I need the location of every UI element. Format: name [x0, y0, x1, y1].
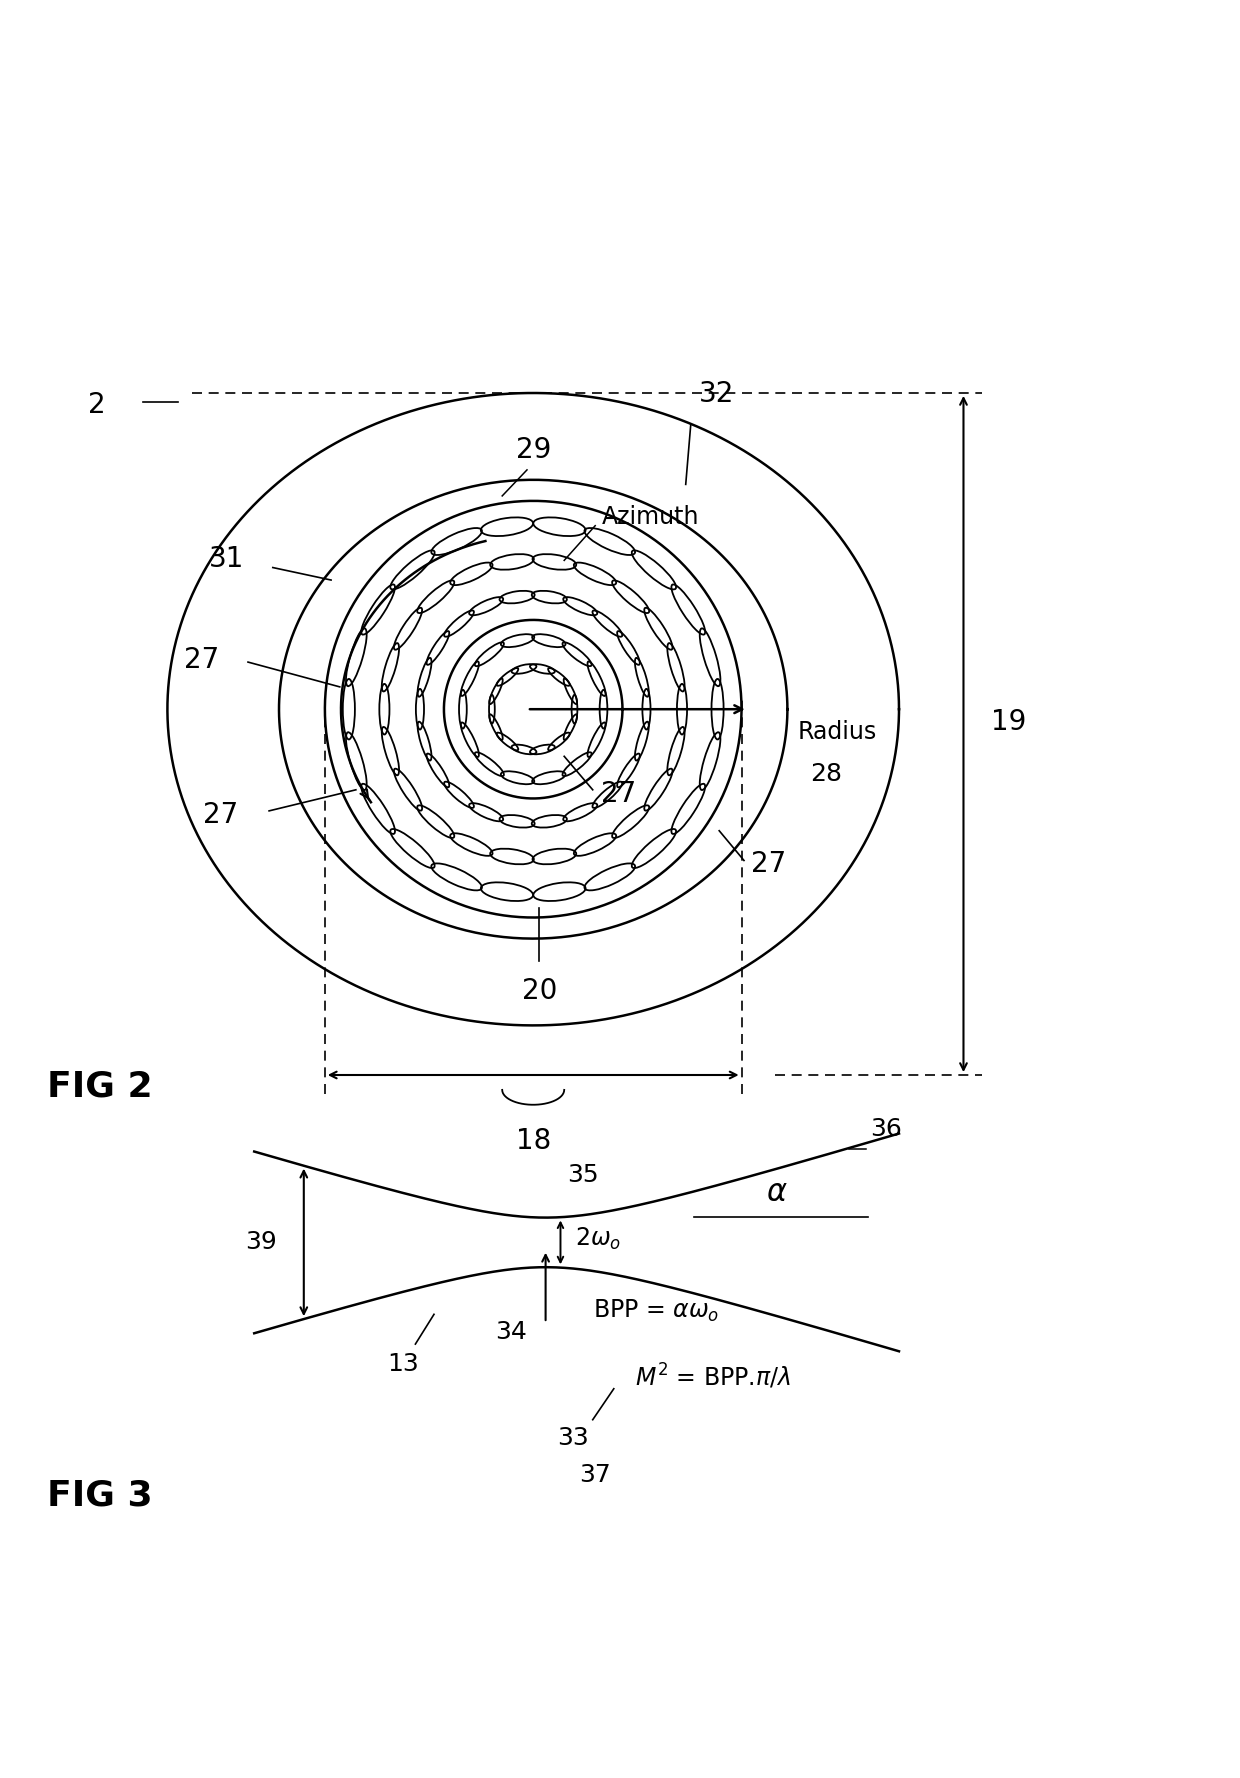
Text: FIG 3: FIG 3 [47, 1479, 153, 1513]
Text: 29: 29 [516, 436, 551, 464]
Text: 20: 20 [522, 978, 557, 1005]
Text: 37: 37 [579, 1463, 611, 1486]
Text: BPP = $\alpha\omega_o$: BPP = $\alpha\omega_o$ [593, 1298, 719, 1323]
Text: 27: 27 [185, 645, 219, 674]
Text: 31: 31 [208, 546, 244, 573]
Text: Radius: Radius [797, 720, 877, 743]
Text: $2\omega_o$: $2\omega_o$ [575, 1225, 621, 1252]
Text: 2: 2 [88, 391, 105, 420]
Text: 32: 32 [698, 380, 734, 407]
Text: 19: 19 [991, 708, 1027, 736]
Text: $\alpha$: $\alpha$ [766, 1179, 787, 1207]
Text: 18: 18 [516, 1127, 551, 1156]
Text: FIG 2: FIG 2 [47, 1070, 153, 1104]
Text: 13: 13 [387, 1351, 419, 1376]
Text: 39: 39 [244, 1230, 277, 1255]
Text: 27: 27 [601, 779, 636, 807]
Text: Azimuth: Azimuth [601, 505, 699, 530]
Text: 27: 27 [751, 850, 786, 878]
Text: 34: 34 [495, 1319, 527, 1344]
Text: 36: 36 [870, 1117, 903, 1141]
Text: $M^2$ = BPP.$\pi/\lambda$: $M^2$ = BPP.$\pi/\lambda$ [635, 1362, 791, 1390]
Text: 35: 35 [567, 1163, 599, 1186]
Text: 27: 27 [203, 800, 238, 829]
Text: 28: 28 [810, 761, 842, 786]
Text: 33: 33 [557, 1426, 589, 1449]
